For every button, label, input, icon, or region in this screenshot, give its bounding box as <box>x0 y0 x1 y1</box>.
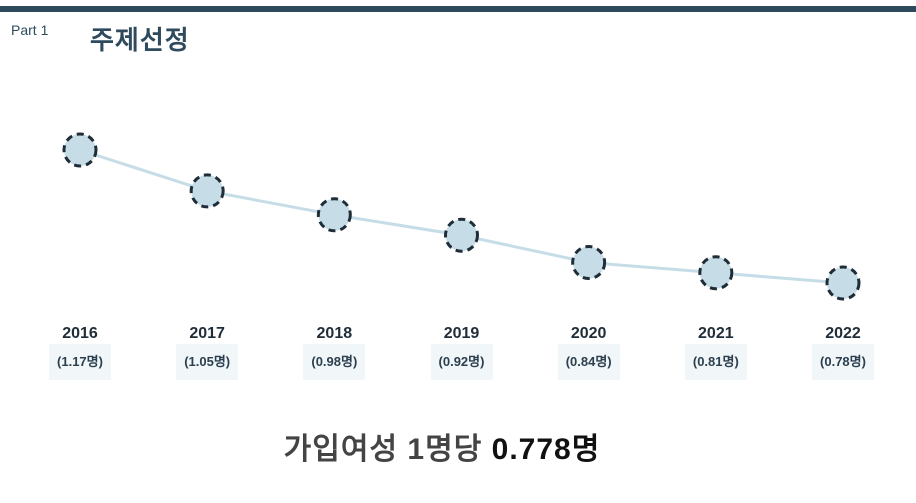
part-label: Part 1 <box>11 22 49 38</box>
x-tick-label: 2021 <box>698 325 734 342</box>
line-chart <box>62 132 861 301</box>
data-label: (0.78명) <box>812 344 874 380</box>
data-point-2016 <box>62 132 98 168</box>
data-point-2020 <box>571 245 607 281</box>
x-tick-label: 2019 <box>443 325 480 342</box>
data-label: (0.98명) <box>303 344 366 380</box>
page-title: 주제선정 <box>90 25 190 55</box>
x-tick-label: 2018 <box>316 325 353 342</box>
x-tick-label: 2022 <box>825 325 861 342</box>
data-point-2019 <box>444 217 479 253</box>
data-label: (0.84명) <box>557 344 620 380</box>
x-tick-label: 2017 <box>189 325 225 342</box>
summary-text: 가입여성 1명당 0.778명 <box>0 424 884 468</box>
data-point-2017 <box>189 173 225 209</box>
data-label: (0.81명) <box>684 344 747 380</box>
data-label: (1.05명) <box>176 344 239 380</box>
summary-value: 0.778명 <box>491 433 601 466</box>
x-tick-label: 2020 <box>570 325 607 342</box>
data-point-2022 <box>825 265 861 301</box>
data-point-2018 <box>316 197 352 233</box>
data-label: (0.92명) <box>430 344 493 380</box>
data-label: (1.17명) <box>49 344 111 380</box>
x-tick-label: 2016 <box>62 325 98 342</box>
data-point-2021 <box>698 255 734 291</box>
top-accent-bar <box>0 6 916 12</box>
summary-prefix: 가입여성 1명당 <box>283 433 483 466</box>
